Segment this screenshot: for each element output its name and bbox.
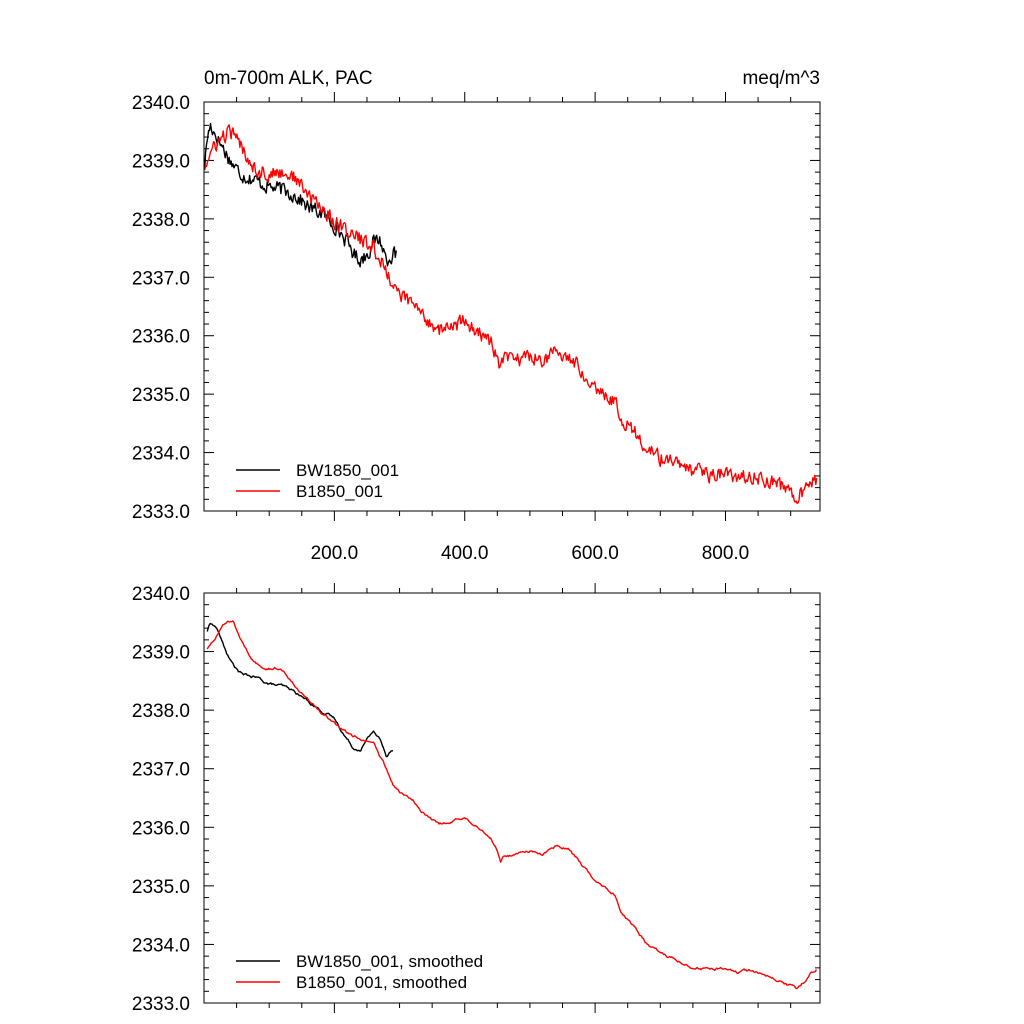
series-line-b1850-001 bbox=[204, 124, 818, 504]
legend-label-b1850: B1850_001 bbox=[296, 482, 383, 501]
y-tick-label: 2335.0 bbox=[132, 385, 190, 406]
plot-frame bbox=[203, 101, 821, 512]
y-tick-label: 2333.0 bbox=[132, 994, 190, 1015]
x-tick-label: 800.0 bbox=[702, 543, 750, 564]
y-tick-label: 2340.0 bbox=[132, 93, 190, 114]
y-tick-label: 2339.0 bbox=[132, 151, 190, 172]
series-line-b1850-001-smoothed bbox=[206, 620, 818, 990]
y-tick-label: 2336.0 bbox=[132, 327, 190, 348]
units-label: meq/m^3 bbox=[742, 68, 820, 89]
panel-title: 0m-700m ALK, PAC bbox=[204, 68, 373, 89]
y-tick-label: 2337.0 bbox=[132, 268, 190, 289]
legend: BW1850_001 B1850_001 bbox=[236, 461, 399, 501]
axis-ticks bbox=[204, 583, 820, 1013]
y-tick-label: 2335.0 bbox=[132, 877, 190, 898]
y-tick-label: 2340.0 bbox=[132, 584, 190, 605]
series-line-bw1850-001 bbox=[204, 122, 397, 268]
legend-label-b1850-smoothed: B1850_001, smoothed bbox=[296, 973, 467, 992]
y-tick-label: 2333.0 bbox=[132, 502, 190, 523]
y-tick-label: 2339.0 bbox=[132, 643, 190, 664]
series-lines bbox=[206, 620, 818, 990]
plot-frame bbox=[203, 592, 821, 1004]
y-tick-label: 2337.0 bbox=[132, 760, 190, 781]
series-lines bbox=[204, 122, 818, 504]
y-tick-label: 2334.0 bbox=[132, 935, 190, 956]
x-tick-label: 400.0 bbox=[441, 543, 489, 564]
x-tick-label: 600.0 bbox=[571, 543, 619, 564]
y-tick-label: 2338.0 bbox=[132, 210, 190, 231]
legend-label-bw1850: BW1850_001 bbox=[296, 461, 399, 480]
top-panel: 0m-700m ALK, PAC meq/m^3 2333.02334.0233… bbox=[132, 68, 821, 564]
y-tick-label: 2338.0 bbox=[132, 701, 190, 722]
x-axis-labels: 200.0 400.0 600.0 800.0 bbox=[311, 543, 750, 564]
axis-ticks bbox=[204, 92, 820, 521]
x-tick-label: 200.0 bbox=[311, 543, 359, 564]
legend-label-bw1850-smoothed: BW1850_001, smoothed bbox=[296, 952, 483, 971]
y-axis-labels: 2333.0 2334.0 2335.0 2336.0 2337.0 2338.0 2339… bbox=[132, 93, 190, 523]
y-tick-label: 2334.0 bbox=[132, 444, 190, 465]
y-axis-labels: 2333.0 2334.0 2335.0 2336.0 2337.0 2338.0 2339… bbox=[132, 584, 190, 1015]
y-tick-label: 2336.0 bbox=[132, 818, 190, 839]
series-line-bw1850-001-smoothed bbox=[206, 622, 394, 758]
legend: BW1850_001, smoothed B1850_001, smoothed bbox=[236, 952, 483, 992]
bottom-panel: 2333.0 2334.0 2335.0 2336.0 2337.0 2338.0 2339… bbox=[132, 583, 821, 1015]
